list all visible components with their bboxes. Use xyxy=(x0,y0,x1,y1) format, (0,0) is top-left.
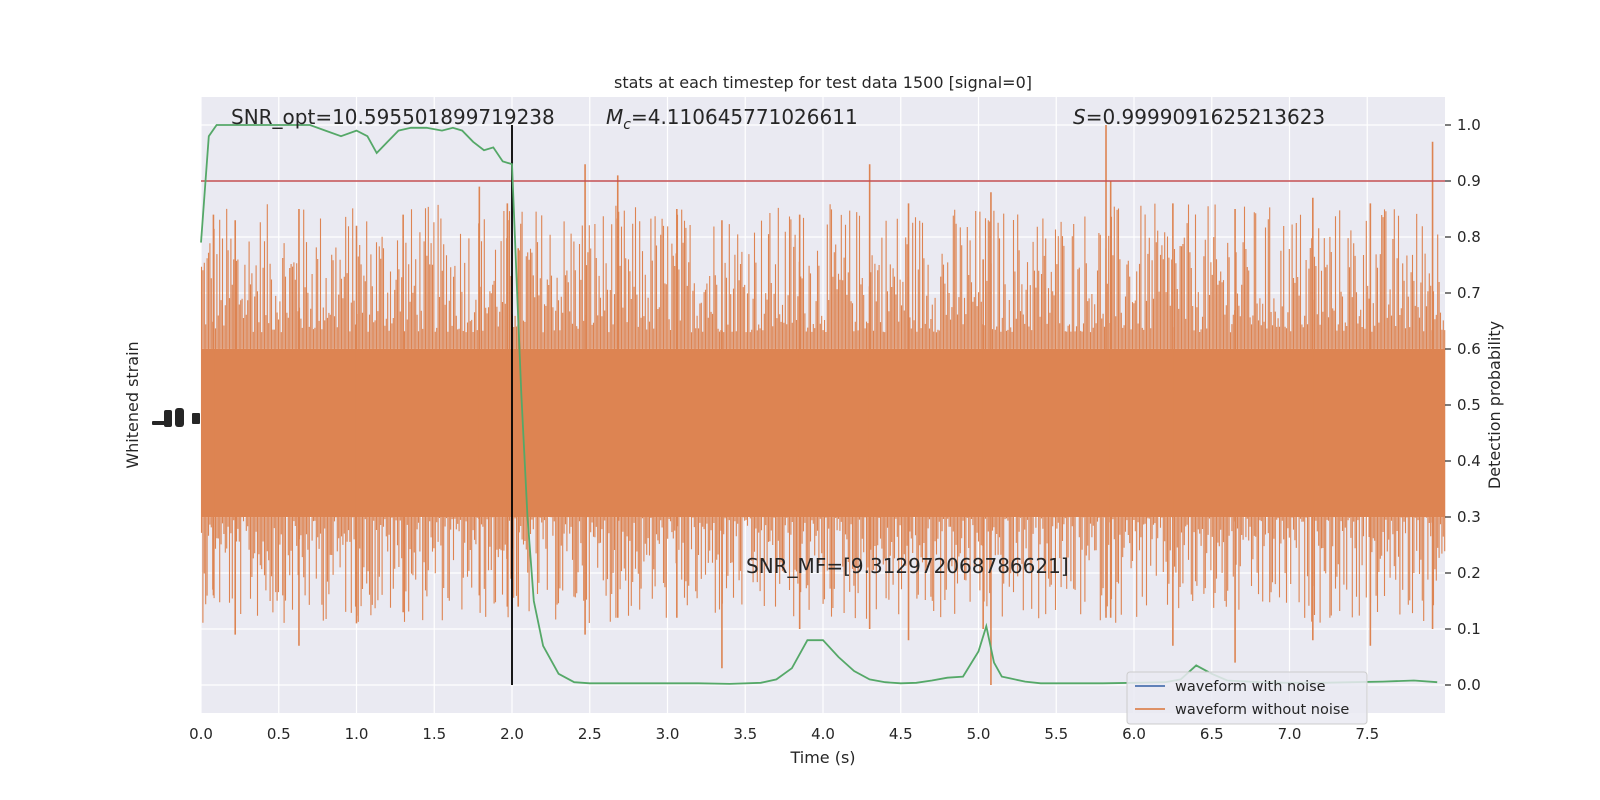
x-tick-label: 7.5 xyxy=(1355,725,1379,743)
y-tick-label: 0.8 xyxy=(1457,228,1481,246)
y-tick-label: 0.6 xyxy=(1457,340,1481,358)
left-axis-label: Whitened strain xyxy=(123,341,142,468)
right-axis-ticks: 0.0 0.1 0.2 0.3 0.4 0.5 0.6 0.7 0.8 0.9 1.0 xyxy=(1445,116,1481,694)
y-tick-label: 0.4 xyxy=(1457,452,1481,470)
x-tick-label: 7.0 xyxy=(1278,725,1302,743)
glitch-piece xyxy=(192,413,200,424)
x-axis-ticks: 0.0 0.5 1.0 1.5 2.0 2.5 3.0 3.5 4.0 4.5 5.0 5.5 6.0 6… xyxy=(189,725,1379,743)
right-axis-label: Detection probability xyxy=(1485,321,1504,489)
y-tick-label: 0.1 xyxy=(1457,620,1481,638)
detection-probability-line xyxy=(200,124,1438,685)
significance-annotation: S=0.9999091625213623 xyxy=(1073,105,1325,129)
x-tick-label: 5.0 xyxy=(967,725,991,743)
y-tick-label: 0.3 xyxy=(1457,508,1481,526)
x-tick-label: 4.0 xyxy=(811,725,835,743)
glitch-piece xyxy=(152,421,166,425)
x-tick-label: 3.0 xyxy=(656,725,680,743)
y-tick-label: 0.5 xyxy=(1457,396,1481,414)
x-tick-label: 2.5 xyxy=(578,725,602,743)
x-tick-label: 4.5 xyxy=(889,725,913,743)
legend-label-without-noise: waveform without noise xyxy=(1175,702,1349,718)
noise-band xyxy=(200,125,1446,685)
legend-box xyxy=(1126,671,1368,725)
glitch-piece xyxy=(164,410,172,427)
x-tick-label: 6.5 xyxy=(1200,725,1224,743)
y-tick-label: 0.7 xyxy=(1457,284,1481,302)
x-tick-label: 1.0 xyxy=(345,725,369,743)
snr-mf-annotation: SNR_MF=[9.312972068786621] xyxy=(746,554,1069,578)
x-tick-label: 0.0 xyxy=(189,725,213,743)
x-tick-label: 2.0 xyxy=(500,725,524,743)
x-tick-label: 3.5 xyxy=(733,725,757,743)
x-tick-label: 6.0 xyxy=(1122,725,1146,743)
chart-title: stats at each timestep for test data 150… xyxy=(614,73,1032,92)
y-tick-label: 0.9 xyxy=(1457,172,1481,190)
x-axis-label: Time (s) xyxy=(789,748,855,767)
chirp-mass-annotation: Mc=4.110645771026611 xyxy=(606,105,858,133)
x-tick-label: 5.5 xyxy=(1044,725,1068,743)
noise-trace xyxy=(200,203,1446,623)
x-tick-label: 0.5 xyxy=(267,725,291,743)
y-tick-label: 1.0 xyxy=(1457,116,1481,134)
y-tick-label: 0.0 xyxy=(1457,676,1481,694)
snr-opt-annotation: SNR_opt=10.595501899719238 xyxy=(231,105,555,129)
left-axis-overlapping-ticks xyxy=(152,408,200,427)
x-tick-label: 1.5 xyxy=(422,725,446,743)
glitch-piece xyxy=(175,408,184,427)
legend: waveform with noise waveform without noi… xyxy=(1126,671,1368,725)
legend-label-with-noise: waveform with noise xyxy=(1175,679,1326,695)
y-tick-label: 0.2 xyxy=(1457,564,1481,582)
